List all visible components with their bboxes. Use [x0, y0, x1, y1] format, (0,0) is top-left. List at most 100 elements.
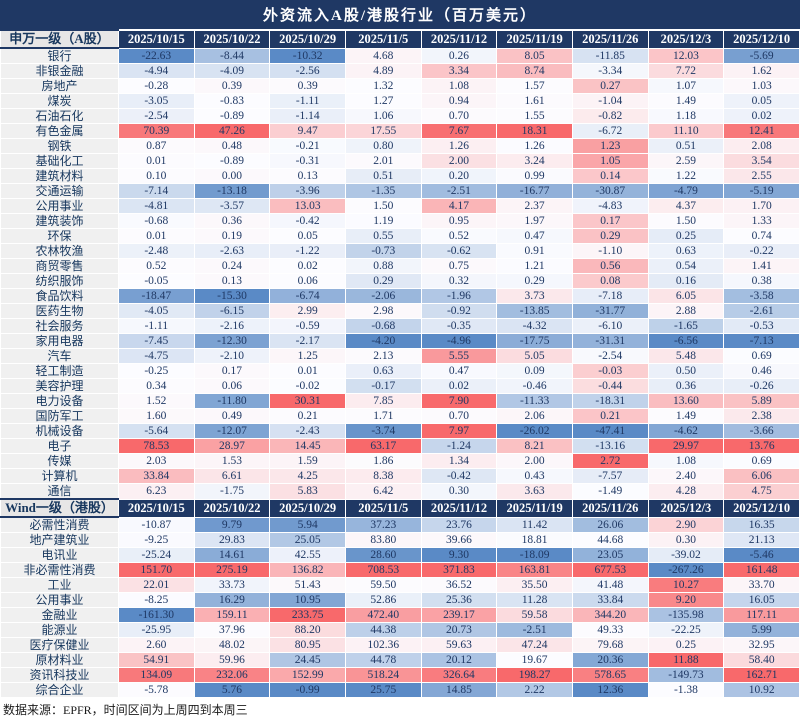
heatmap-cell: -31.31 — [571, 333, 649, 349]
section-label: Wind一级（港股） — [0, 498, 119, 518]
section-header-row: 申万一级（A股） 2025/10/15 2025/10/22 2025/10/29 20… — [0, 29, 800, 49]
heatmap-cell: 1.26 — [496, 138, 573, 154]
heatmap-cell: 0.29 — [496, 273, 573, 289]
heatmap-cell: 9.20 — [647, 592, 725, 608]
heatmap-cell: 326.64 — [420, 667, 498, 683]
heatmap-cell: 0.26 — [420, 47, 498, 64]
heatmap-cell: 13.03 — [269, 198, 346, 214]
heatmap-cell: 1.34 — [420, 453, 498, 469]
table-row: 煤炭 -3.05 -0.83 -1.11 1.27 0.94 1.61 -1.04 1.49 0.… — [0, 93, 800, 109]
table-row: 医疗保健业 2.60 48.02 80.95 102.36 59.63 47.24 79.68… — [0, 637, 800, 653]
heatmap-cell: 0.30 — [647, 532, 725, 548]
heatmap-cell: -0.89 — [193, 153, 271, 169]
heatmap-cell: 0.36 — [647, 378, 725, 394]
heatmap-cell: 371.83 — [420, 562, 498, 578]
row-label: 商贸零售 — [0, 258, 119, 274]
heatmap-cell: 136.82 — [269, 562, 346, 578]
heatmap-cell: -2.54 — [571, 348, 649, 364]
heatmap-cell: -1.35 — [344, 183, 422, 199]
heatmap-cell: -6.72 — [571, 123, 649, 139]
heatmap-cell: 5.89 — [723, 393, 800, 409]
heatmap-cell: 677.53 — [571, 562, 649, 578]
heatmap-cell: -4.05 — [118, 303, 195, 319]
heatmap-cell: -0.25 — [118, 363, 195, 379]
heatmap-cell: -0.83 — [193, 93, 271, 109]
heatmap-cell: -0.59 — [269, 318, 346, 334]
heatmap-cell: -5.19 — [723, 183, 800, 199]
heatmap-cell: 1.08 — [420, 78, 498, 94]
heatmap-cell: 5.99 — [723, 622, 800, 638]
heatmap-cell: 5.55 — [420, 348, 498, 364]
heatmap-cell: -16.77 — [496, 183, 573, 199]
heatmap-cell: 22.01 — [118, 577, 195, 593]
heatmap-cell: -18.09 — [496, 547, 573, 563]
heatmap-cell: -0.28 — [118, 78, 195, 94]
row-label: 资讯科技业 — [0, 667, 119, 683]
heatmap-cell: -25.24 — [118, 547, 195, 563]
heatmap-cell: -2.54 — [118, 108, 195, 124]
heatmap-cell: 35.50 — [496, 577, 573, 593]
heatmap-cell: 0.21 — [571, 408, 649, 424]
heatmap-cell: 3.54 — [723, 153, 800, 169]
heatmap-cell: -2.16 — [193, 318, 271, 334]
table-row: 能源业 -25.95 37.96 88.20 44.38 20.73 -2.51 49.33-… — [0, 622, 800, 638]
heatmap-cell: 518.24 — [344, 667, 422, 683]
table-row: 电力设备 1.52 -11.80 30.31 7.85 7.90 -11.33 -18.31 1… — [0, 393, 800, 409]
heatmap-cell: -12.30 — [193, 333, 271, 349]
heatmap-cell: 0.25 — [647, 637, 725, 653]
heatmap-cell: 8.38 — [344, 468, 422, 484]
heatmap-cell: 0.13 — [269, 168, 346, 184]
heatmap-cell: 11.10 — [647, 123, 725, 139]
column-header-date: 2025/11/5 — [344, 29, 422, 49]
table-row: 钢铁 0.87 0.48 -0.21 0.80 1.26 1.26 1.23 0.51 2.08 — [0, 138, 800, 154]
heatmap-cell: 1.86 — [344, 453, 422, 469]
heatmap-cell: -8.44 — [193, 47, 271, 64]
heatmap-cell: 36.52 — [420, 577, 498, 593]
heatmap-cell: -5.64 — [118, 423, 195, 439]
heatmap-cell: 23.76 — [420, 516, 498, 533]
heatmap-cell: -0.73 — [344, 243, 422, 259]
heatmap-cell: 32.95 — [723, 637, 800, 653]
heatmap-cell: 0.54 — [647, 258, 725, 274]
heatmap-cell: 232.06 — [193, 667, 271, 683]
heatmap-cell: 41.48 — [571, 577, 649, 593]
heatmap-cell: 708.53 — [344, 562, 422, 578]
row-label: 原材料业 — [0, 652, 119, 668]
heatmap-cell: 1.33 — [723, 213, 800, 229]
heatmap-cell: 0.51 — [344, 168, 422, 184]
heatmap-cell: 0.10 — [118, 168, 195, 184]
heatmap-cell: 1.19 — [344, 213, 422, 229]
heatmap-cell: -31.77 — [571, 303, 649, 319]
heatmap-cell: 2.13 — [344, 348, 422, 364]
heatmap-cell: 344.20 — [571, 607, 649, 623]
heatmap-cell: 24.45 — [269, 652, 346, 668]
heatmap-cell: 1.06 — [344, 108, 422, 124]
heatmap-cell: 1.53 — [193, 453, 271, 469]
heatmap-cell: 2.99 — [269, 303, 346, 319]
heatmap-cell: -2.61 — [723, 303, 800, 319]
row-label: 建筑装饰 — [0, 213, 119, 229]
row-label: 美容护理 — [0, 378, 119, 394]
table-row: 电讯业 -25.24 14.61 42.55 28.60 9.30 -18.09 23.05-… — [0, 547, 800, 563]
heatmap-cell: -135.98 — [647, 607, 725, 623]
heatmap-cell: 1.97 — [496, 213, 573, 229]
table-row: 建筑装饰 -0.68 0.36 -0.42 1.19 0.95 1.97 0.17 1.50 1.… — [0, 213, 800, 229]
heatmap-cell: 4.68 — [344, 47, 422, 64]
heatmap-cell: -0.53 — [723, 318, 800, 334]
heatmap-cell: 0.01 — [269, 363, 346, 379]
heatmap-cell: 59.50 — [344, 577, 422, 593]
heatmap-cell: 79.68 — [571, 637, 649, 653]
heatmap-cell: -6.74 — [269, 288, 346, 304]
heatmap-cell: 1.50 — [344, 198, 422, 214]
heatmap-cell: 2.08 — [723, 138, 800, 154]
heatmap-cell: -4.94 — [118, 63, 195, 79]
table-row: 非必需性消费 151.70 275.19 136.82 708.53 371.83 163.… — [0, 562, 800, 578]
heatmap-cell: -0.92 — [420, 303, 498, 319]
heatmap-cell: 7.90 — [420, 393, 498, 409]
heatmap-cell: -3.34 — [571, 63, 649, 79]
row-label: 医疗保健业 — [0, 637, 119, 653]
heatmap-cell: 1.22 — [647, 168, 725, 184]
heatmap-cell: 6.61 — [193, 468, 271, 484]
heatmap-cell: -1.10 — [571, 243, 649, 259]
row-label: 金融业 — [0, 607, 119, 623]
